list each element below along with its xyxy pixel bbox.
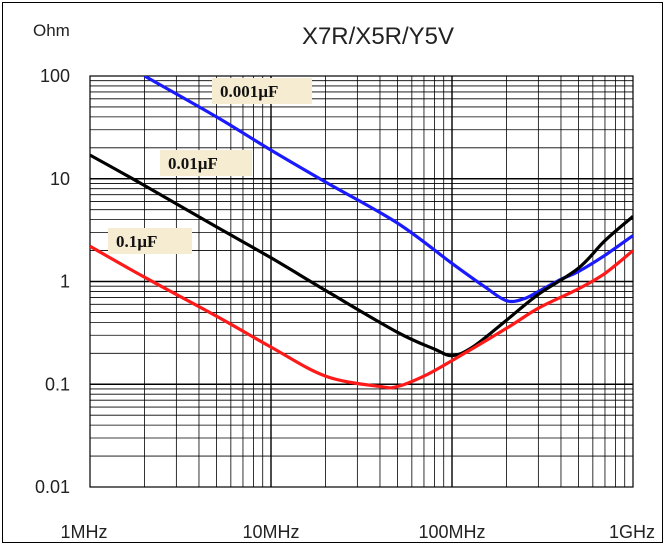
series-label-1: 0.01µF — [168, 154, 218, 173]
y-tick-label: 100 — [40, 66, 70, 86]
y-tick-label: 0.1 — [45, 374, 70, 394]
x-tick-label: 100MHz — [418, 522, 485, 542]
series-label-box — [212, 78, 312, 104]
series-line-1 — [90, 153, 633, 358]
chart-title: X7R/X5R/Y5V — [301, 23, 455, 50]
x-tick-label: 1MHz — [60, 522, 107, 542]
curves — [90, 76, 633, 390]
series-line-2 — [90, 244, 633, 390]
grid — [89, 75, 634, 488]
x-tick-label: 10MHz — [242, 522, 299, 542]
y-tick-label: 0.01 — [35, 477, 70, 497]
series-label-0: 0.001µF — [220, 82, 278, 101]
tick-labels: 100 10 1 0.1 0.01 1MHz 10MHz 100MHz 1GHz — [35, 66, 655, 542]
series-label-box — [108, 228, 192, 254]
series-labels: 0.001µF 0.01µF 0.1µF — [108, 78, 312, 254]
y-axis-unit-label: Ohm — [33, 21, 70, 40]
y-tick-label: 1 — [60, 272, 70, 292]
series-label-2: 0.1µF — [116, 232, 157, 251]
x-tick-label: 1GHz — [609, 522, 655, 542]
series-label-box — [160, 150, 252, 176]
series-line-0 — [143, 76, 633, 304]
y-tick-label: 10 — [50, 169, 70, 189]
